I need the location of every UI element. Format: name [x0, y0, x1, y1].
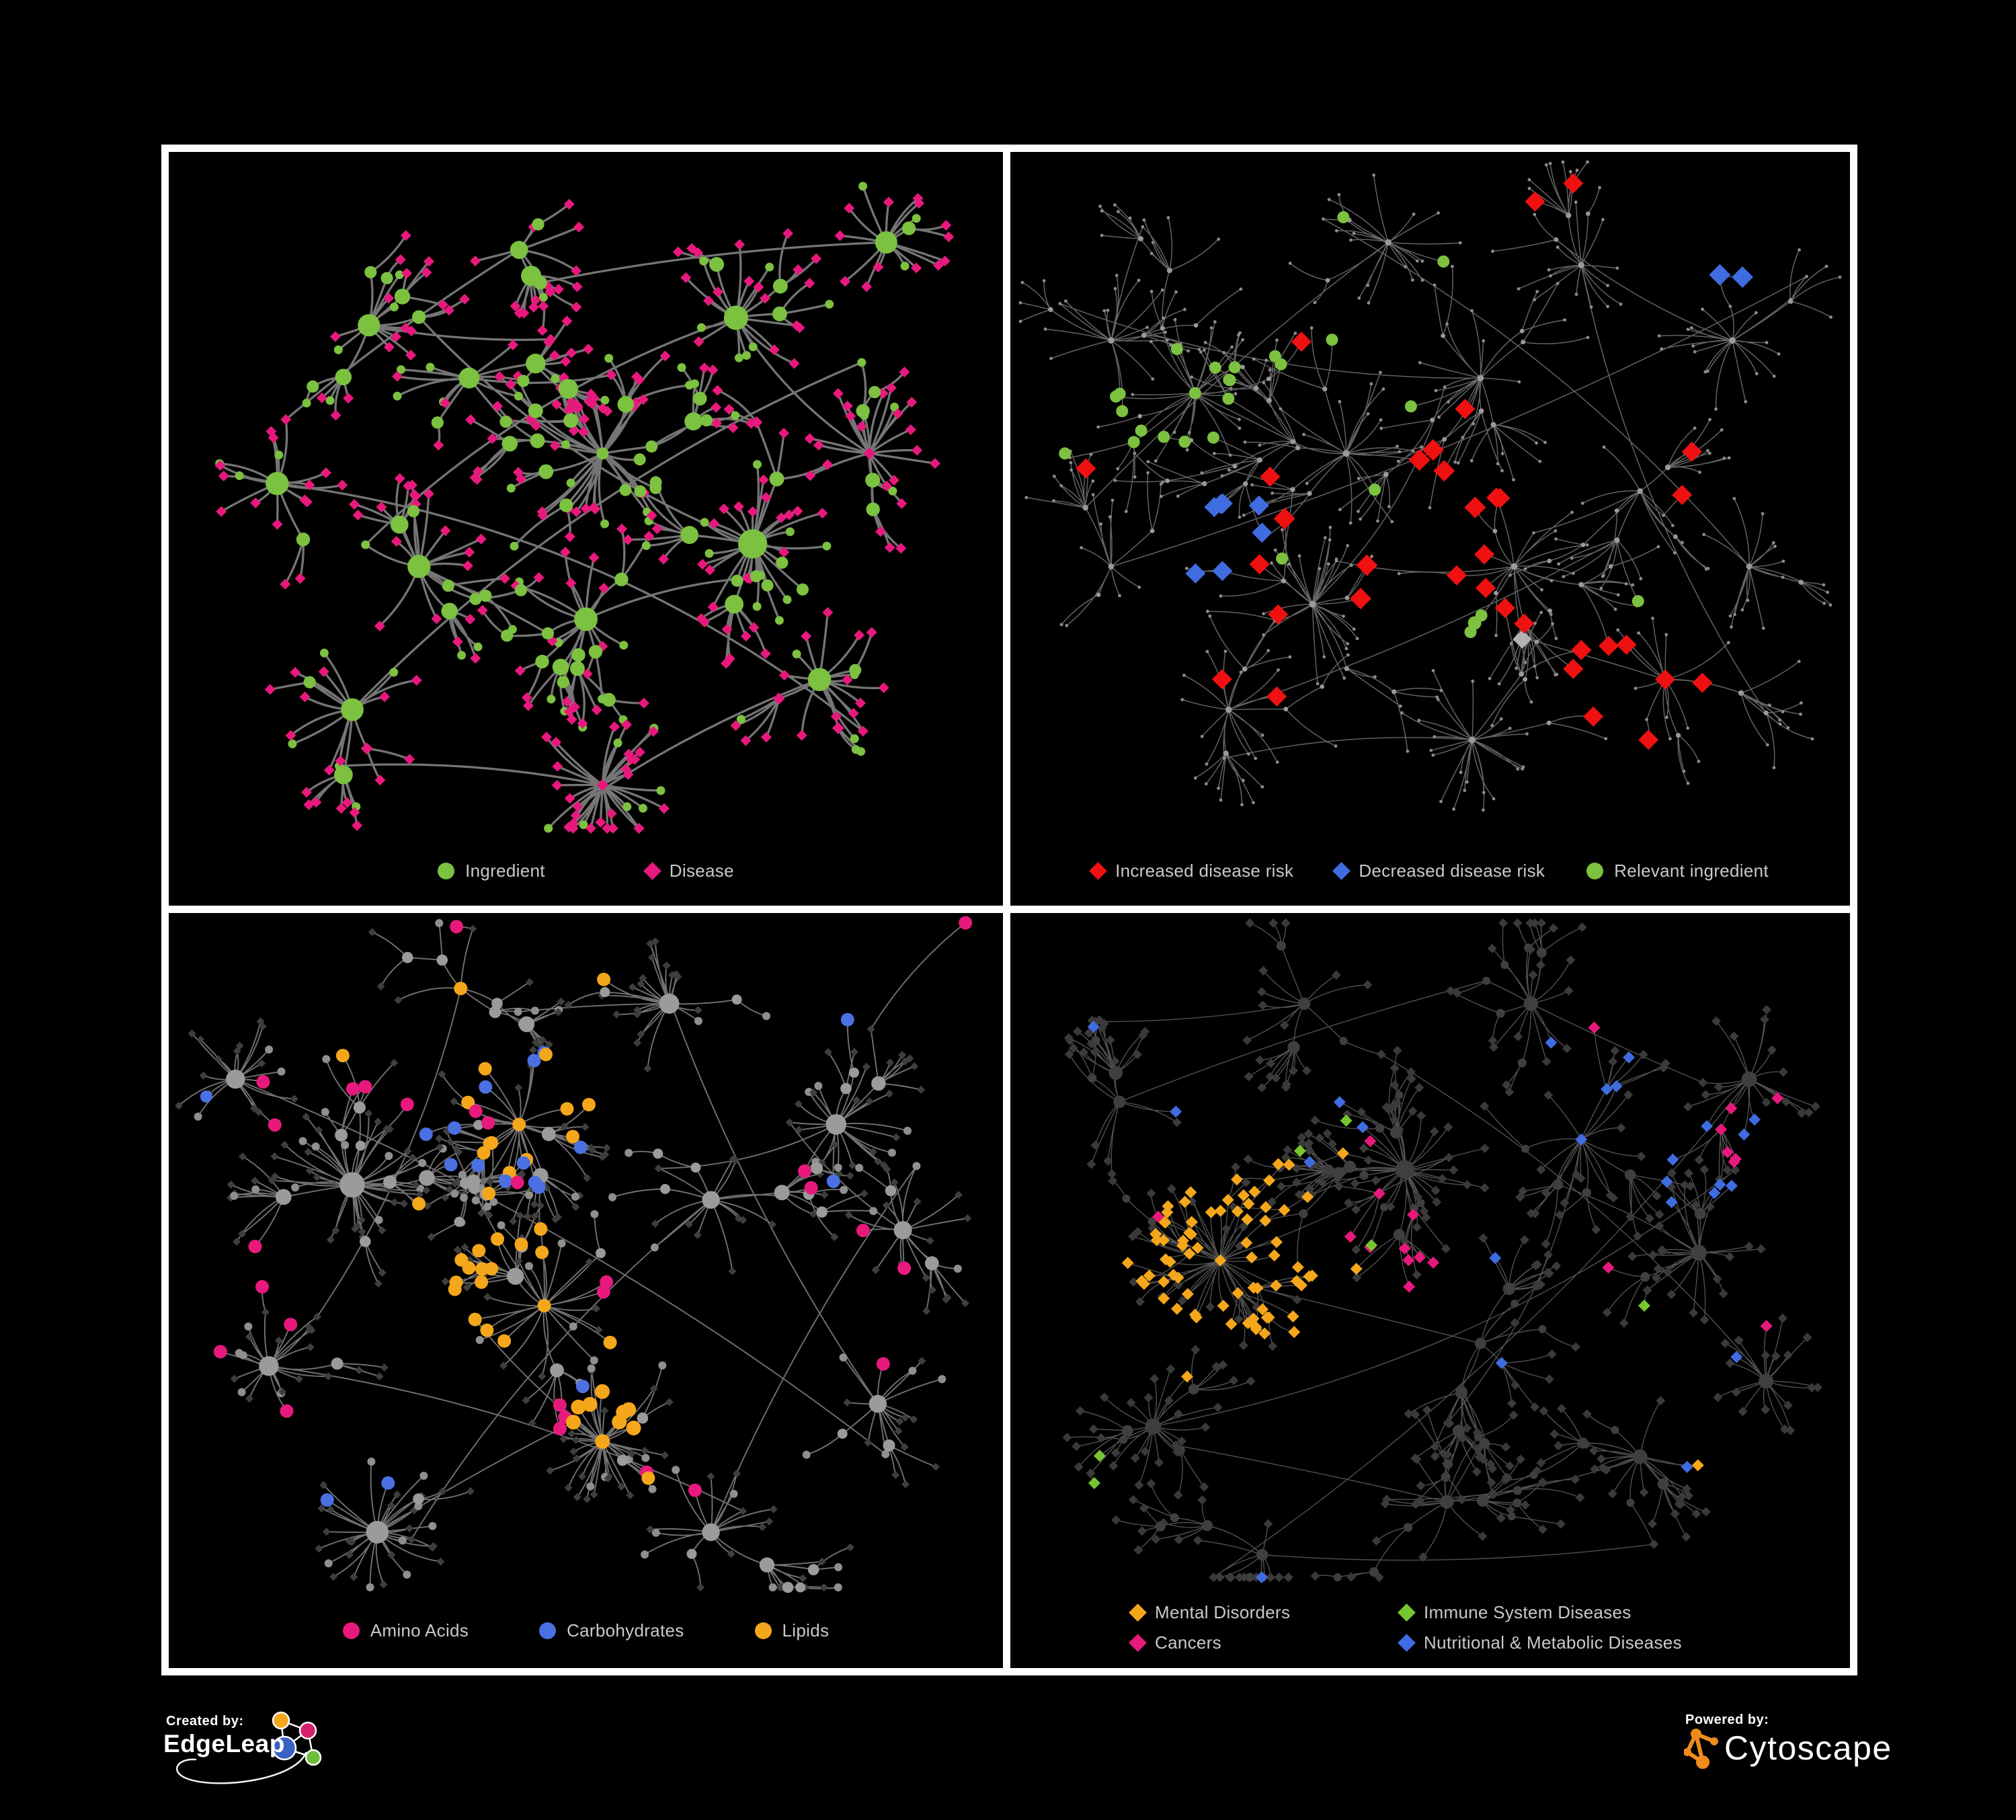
cytoscape-logo-glyph	[1684, 1729, 1718, 1769]
legend-label: Nutritional & Metabolic Diseases	[1424, 1632, 1682, 1653]
circle-symbol-icon	[754, 1622, 772, 1639]
panel-ingredient-disease-network: Ingredient Disease	[161, 145, 1010, 913]
legend-item: Immune System Diseases	[1398, 1602, 1631, 1623]
created-by-label: Created by:	[166, 1714, 244, 1729]
diamond-symbol-icon	[643, 862, 661, 880]
legend-label: Decreased disease risk	[1359, 861, 1545, 881]
legend-label: Cancers	[1155, 1632, 1221, 1653]
legend-label: Carbohydrates	[567, 1620, 684, 1640]
circle-symbol-icon	[342, 1622, 360, 1639]
legend-label: Mental Disorders	[1155, 1602, 1291, 1622]
legend-item: Relevant ingredient	[1586, 861, 1769, 881]
legend-disease-risk: Increased disease risk Decreased disease …	[1010, 861, 1850, 881]
nutrient-class-network-graph	[175, 916, 973, 1593]
cytoscape-node-icon	[1691, 1729, 1701, 1739]
diamond-symbol-icon	[1332, 862, 1351, 880]
legend-item: Increased disease risk	[1089, 861, 1294, 881]
edgeleap-credit: Created by: EdgeLeap	[163, 1711, 446, 1820]
diamond-symbol-icon	[1089, 862, 1107, 880]
cytoscape-node-icon	[1696, 1755, 1709, 1769]
circle-symbol-icon	[438, 863, 455, 879]
legend-item: Nutritional & Metabolic Diseases	[1398, 1632, 1682, 1653]
legend-item: Cancers	[1129, 1632, 1400, 1653]
cytoscape-logo-text: Cytoscape	[1724, 1729, 1892, 1767]
powered-by-label: Powered by:	[1685, 1712, 1769, 1727]
cytoscape-node-icon	[1710, 1737, 1718, 1745]
legend-row: Amino Acids Carbohydrates Lipids	[342, 1620, 830, 1641]
disease-risk-network-graph	[1018, 160, 1842, 812]
legend-item: Amino Acids	[342, 1620, 469, 1641]
legend-disease-classes: Mental Disorders Immune System Diseases Ca…	[1010, 1593, 1850, 1653]
legend-item: Mental Disorders	[1129, 1602, 1400, 1623]
panel-disease-risk-network: Increased disease risk Decreased disease …	[1003, 145, 1857, 913]
legend-label: Relevant ingredient	[1614, 861, 1769, 881]
legend-item: Ingredient	[438, 861, 545, 881]
circle-symbol-icon	[1586, 863, 1604, 879]
disease-class-network-graph	[1062, 918, 1822, 1583]
edgeleap-node-green-icon	[305, 1749, 322, 1766]
legend-label: Disease	[669, 861, 734, 881]
edgeleap-swoosh-icon	[176, 1751, 307, 1784]
legend-row: Ingredient Disease	[438, 861, 734, 881]
diamond-symbol-icon	[1398, 1604, 1416, 1622]
diamond-symbol-icon	[1129, 1604, 1147, 1622]
legend-item: Carbohydrates	[539, 1620, 684, 1641]
panel-nutrient-class-network: Amino Acids Carbohydrates Lipids	[161, 906, 1010, 1675]
legend-nutrient-classes: Amino Acids Carbohydrates Lipids	[169, 1620, 1003, 1641]
legend-item: Decreased disease risk	[1332, 861, 1545, 881]
legend-row: Mental Disorders Immune System Diseases	[1129, 1602, 1631, 1623]
legend-item: Disease	[643, 861, 734, 881]
legend-row: Cancers Nutritional & Metabolic Diseases	[1129, 1632, 1682, 1653]
circle-symbol-icon	[539, 1622, 557, 1639]
diamond-symbol-icon	[1398, 1634, 1416, 1652]
cytoscape-credit: Powered by: Cytoscape	[1684, 1711, 1980, 1798]
legend-item: Lipids	[754, 1620, 830, 1641]
edgeleap-logo-text: EdgeLeap	[163, 1730, 285, 1757]
legend-row: Increased disease risk Decreased disease …	[1089, 861, 1769, 881]
legend-label: Lipids	[782, 1620, 830, 1640]
panel-disease-class-network: Mental Disorders Immune System Diseases Ca…	[1003, 906, 1857, 1675]
legend-ingredient-disease: Ingredient Disease	[169, 861, 1003, 881]
diamond-symbol-icon	[1129, 1634, 1147, 1652]
legend-label: Ingredient	[465, 861, 545, 881]
cytoscape-node-icon	[1684, 1748, 1691, 1756]
edgeleap-node-pink-icon	[298, 1721, 317, 1740]
legend-label: Amino Acids	[370, 1620, 469, 1640]
legend-label: Immune System Diseases	[1424, 1602, 1631, 1622]
edgeleap-logo-glyph	[176, 1711, 322, 1784]
legend-label: Increased disease risk	[1115, 861, 1294, 881]
edgeleap-node-orange-icon	[272, 1711, 290, 1730]
ingredient-disease-network-graph	[214, 182, 955, 834]
edgeleap-node-blue-icon	[272, 1735, 297, 1761]
